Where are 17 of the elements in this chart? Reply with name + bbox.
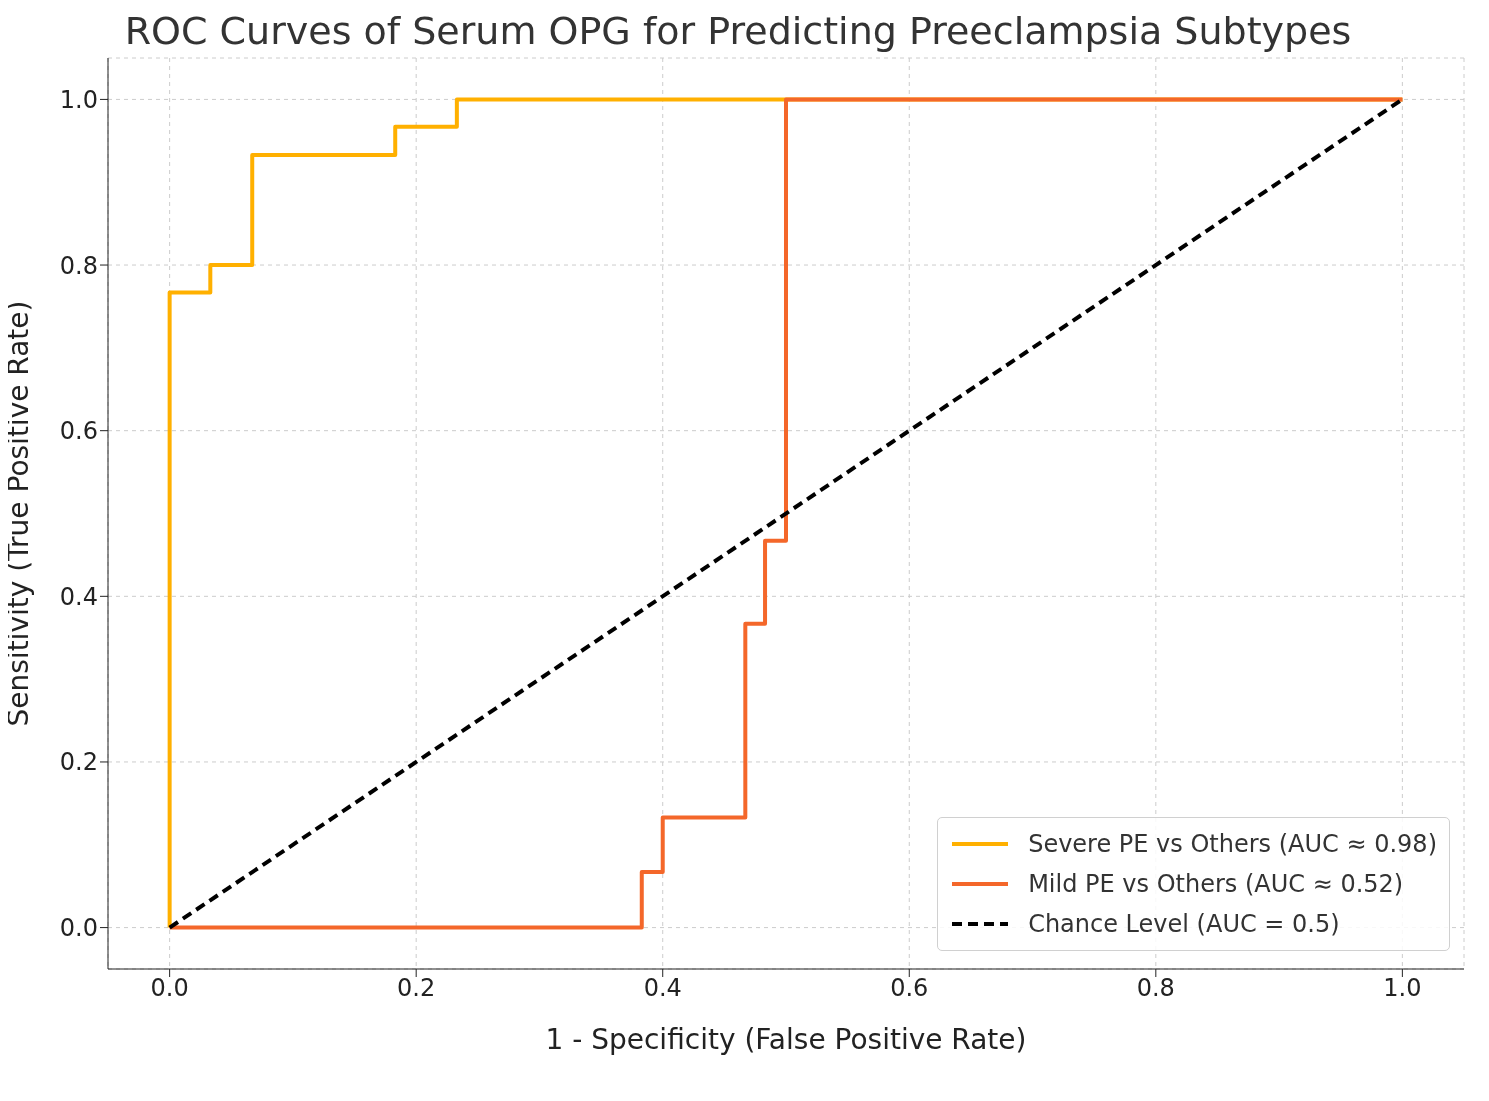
x-tick-label: 0.2 [397, 974, 436, 1003]
y-tick-label: 1.0 [59, 85, 98, 114]
y-tick-label: 0.8 [59, 251, 98, 280]
y-tick-label: 0.0 [59, 914, 98, 943]
y-tick-label: 0.6 [59, 417, 98, 446]
x-axis-title: 1 - Specificity (False Positive Rate) [545, 1023, 1027, 1056]
x-tick-label: 1.0 [1383, 974, 1422, 1003]
chart-title: ROC Curves of Serum OPG for Predicting Preeclampsia Subtypes [123, 8, 1353, 54]
y-tick-label: 0.2 [59, 748, 98, 777]
x-tick-label: 0.0 [150, 974, 189, 1003]
legend-label: Chance Level (AUC = 0.5) [1028, 910, 1340, 938]
legend-label: Severe PE vs Others (AUC ≈ 0.98) [1028, 830, 1437, 858]
x-tick-label: 0.6 [890, 974, 929, 1003]
y-tick-label: 0.4 [59, 582, 98, 611]
x-tick-label: 0.8 [1136, 974, 1175, 1003]
legend-label: Mild PE vs Others (AUC ≈ 0.52) [1028, 870, 1404, 898]
x-tick-label: 0.4 [643, 974, 682, 1003]
